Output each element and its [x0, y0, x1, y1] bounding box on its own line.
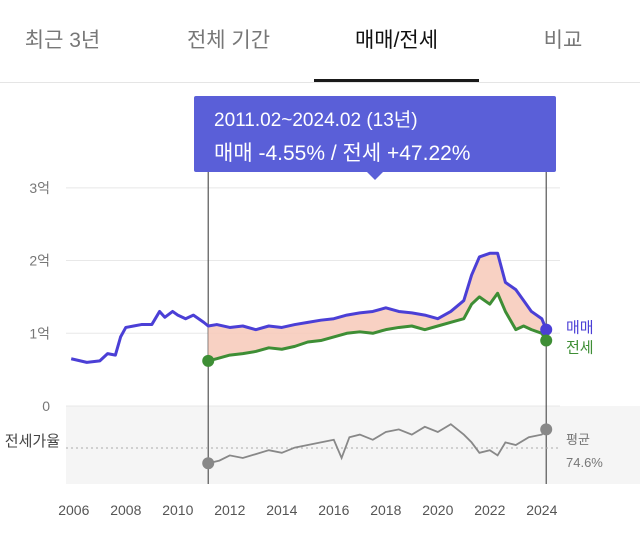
- jeonse-end-marker: [540, 334, 553, 347]
- y-tick-label: 1억: [29, 325, 50, 341]
- x-tick-label: 2018: [370, 502, 401, 518]
- y-tick-label: 2억: [29, 253, 50, 269]
- tab-sale-jeonse[interactable]: 매매/전세: [354, 29, 439, 52]
- ratio-label: 전세가율: [5, 433, 60, 450]
- x-tick-label: 2006: [58, 502, 89, 518]
- x-tick-label: 2012: [214, 502, 245, 518]
- y-tick-label: 0: [42, 398, 50, 414]
- active-tab-indicator: [314, 79, 479, 82]
- ratio-start-marker: [202, 457, 215, 470]
- ratio-panel-background: [66, 406, 640, 484]
- x-tick-label: 2010: [162, 502, 193, 518]
- tooltip-summary: 매매 -4.55% / 전세 +47.22%: [214, 142, 471, 165]
- range-tooltip: 2011.02~2024.02 (13년) 매매 -4.55% / 전세 +47…: [194, 96, 556, 172]
- tab-bar: 최근 3년 전체 기간 매매/전세 비교: [0, 0, 640, 83]
- ratio-average-value: 74.6%: [566, 455, 603, 470]
- jeonse-end-label: 전세: [566, 340, 594, 357]
- sale-end-label: 매매: [566, 320, 594, 337]
- x-tick-label: 2014: [266, 502, 297, 518]
- tab-recent-3-years[interactable]: 최근 3년: [24, 29, 101, 52]
- tab-all-period[interactable]: 전체 기간: [186, 29, 271, 52]
- ratio-average-label: 평균: [566, 432, 590, 447]
- jeonse-series-line: [207, 291, 548, 363]
- sale-end-marker: [540, 323, 553, 336]
- jeonse-ratio-line: [208, 423, 547, 465]
- x-tick-label: 2022: [474, 502, 505, 518]
- tab-compare[interactable]: 비교: [543, 29, 583, 52]
- x-tick-label: 2008: [110, 502, 141, 518]
- ratio-end-marker: [540, 423, 553, 436]
- tooltip-arrow: [366, 171, 384, 180]
- x-tick-label: 2024: [526, 502, 557, 518]
- y-tick-label: 3억: [29, 180, 50, 196]
- tooltip-range: 2011.02~2024.02 (13년): [214, 110, 418, 131]
- sale-series-line: [70, 251, 548, 364]
- x-tick-label: 2020: [422, 502, 453, 518]
- x-tick-label: 2016: [318, 502, 349, 518]
- jeonse-start-marker: [202, 354, 215, 367]
- sale-jeonse-gap-area: [208, 253, 547, 361]
